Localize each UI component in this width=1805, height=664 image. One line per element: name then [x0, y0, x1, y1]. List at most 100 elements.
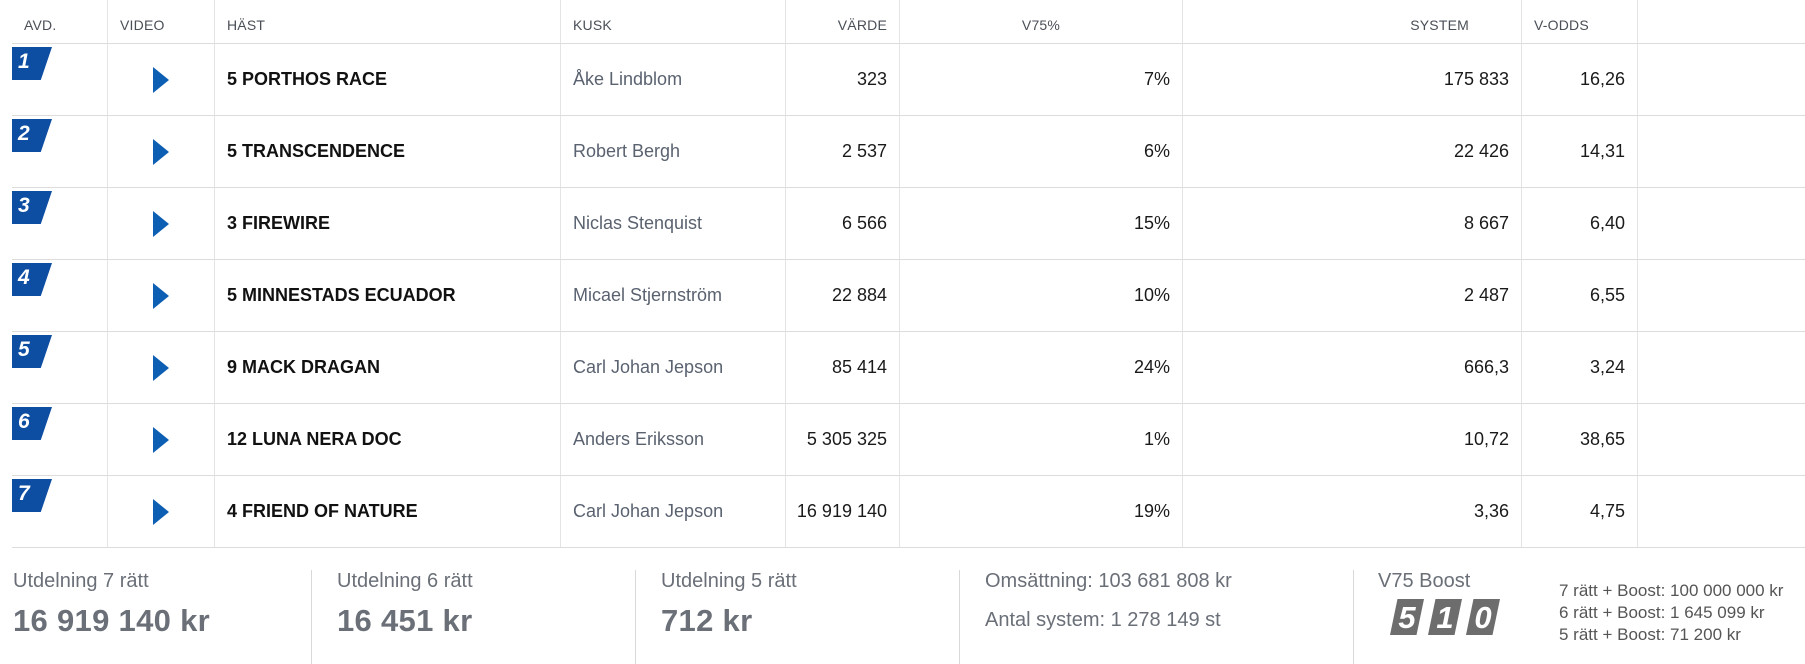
payout-5-value: 712 kr — [661, 603, 753, 638]
play-icon[interactable] — [153, 138, 169, 165]
video-cell — [108, 116, 215, 187]
header-varde[interactable]: VÄRDE — [786, 0, 900, 43]
driver-name[interactable]: Anders Eriksson — [561, 404, 786, 475]
avd-cell: 5 — [12, 332, 108, 403]
video-cell — [108, 260, 215, 331]
header-kusk[interactable]: KUSK — [561, 0, 786, 43]
race-number: 3 — [18, 194, 30, 217]
vodds-value: 16,26 — [1522, 44, 1638, 115]
race-number: 1 — [18, 50, 30, 73]
race-number: 7 — [18, 482, 30, 505]
horse-name[interactable]: 5 TRANSCENDENCE — [215, 116, 561, 187]
payout-6-value: 16 451 kr — [337, 603, 473, 638]
avd-cell: 3 — [12, 188, 108, 259]
race-number-badge: 1 — [12, 47, 52, 80]
payout-6-ratt: Utdelning 6 rätt 16 451 kr — [337, 570, 636, 664]
race-number-badge: 5 — [12, 335, 52, 368]
row-spacer — [1638, 404, 1805, 475]
play-icon[interactable] — [153, 282, 169, 309]
race-number-badge: 3 — [12, 191, 52, 224]
video-cell — [108, 44, 215, 115]
avd-cell: 2 — [12, 116, 108, 187]
system-value: 2 487 — [1183, 260, 1522, 331]
payout-7-value: 16 919 140 kr — [13, 603, 210, 638]
race-number: 5 — [18, 338, 30, 361]
row-spacer — [1638, 188, 1805, 259]
table-row: 7 4 FRIEND OF NATURE Carl Johan Jepson 1… — [12, 476, 1805, 548]
race-number: 4 — [18, 266, 30, 289]
horse-name[interactable]: 12 LUNA NERA DOC — [215, 404, 561, 475]
driver-name[interactable]: Carl Johan Jepson — [561, 476, 786, 547]
driver-name[interactable]: Åke Lindblom — [561, 44, 786, 115]
v75-percent: 24% — [900, 332, 1183, 403]
driver-name[interactable]: Robert Bergh — [561, 116, 786, 187]
varde-value: 16 919 140 — [786, 476, 900, 547]
play-icon[interactable] — [153, 498, 169, 525]
driver-name[interactable]: Niclas Stenquist — [561, 188, 786, 259]
system-value: 22 426 — [1183, 116, 1522, 187]
header-spacer — [1638, 0, 1805, 43]
table-row: 4 5 MINNESTADS ECUADOR Micael Stjernströ… — [12, 260, 1805, 332]
video-cell — [108, 404, 215, 475]
system-value: 666,3 — [1183, 332, 1522, 403]
varde-value: 323 — [786, 44, 900, 115]
header-v75[interactable]: V75% — [900, 0, 1183, 43]
avd-cell: 1 — [12, 44, 108, 115]
avd-cell: 4 — [12, 260, 108, 331]
avd-cell: 7 — [12, 476, 108, 547]
table-row: 2 5 TRANSCENDENCE Robert Bergh 2 537 6% … — [12, 116, 1805, 188]
play-icon[interactable] — [153, 426, 169, 453]
v75-percent: 7% — [900, 44, 1183, 115]
horse-name[interactable]: 4 FRIEND OF NATURE — [215, 476, 561, 547]
payout-summary: Utdelning 7 rätt 16 919 140 kr Utdelning… — [0, 548, 1805, 664]
varde-value: 85 414 — [786, 332, 900, 403]
boost-line-7: 7 rätt + Boost: 100 000 000 kr — [1559, 581, 1784, 600]
v75-percent: 19% — [900, 476, 1183, 547]
payout-7-ratt: Utdelning 7 rätt 16 919 140 kr — [13, 570, 312, 664]
table-row: 6 12 LUNA NERA DOC Anders Eriksson 5 305… — [12, 404, 1805, 476]
table-row: 1 5 PORTHOS RACE Åke Lindblom 323 7% 175… — [12, 44, 1805, 116]
vodds-value: 3,24 — [1522, 332, 1638, 403]
race-number: 6 — [18, 410, 30, 433]
horse-name[interactable]: 3 FIREWIRE — [215, 188, 561, 259]
header-video[interactable]: VIDEO — [108, 0, 215, 43]
play-icon[interactable] — [153, 354, 169, 381]
vodds-value: 6,55 — [1522, 260, 1638, 331]
header-avd[interactable]: AVD. — [12, 0, 108, 43]
boost-title: V75 Boost — [1378, 570, 1471, 592]
varde-value: 22 884 — [786, 260, 900, 331]
play-icon[interactable] — [153, 210, 169, 237]
driver-name[interactable]: Micael Stjernström — [561, 260, 786, 331]
varde-value: 2 537 — [786, 116, 900, 187]
turnover-text: Omsättning: 103 681 808 kr — [985, 570, 1232, 592]
boost-line-5: 5 rätt + Boost: 71 200 kr — [1559, 625, 1741, 644]
varde-value: 6 566 — [786, 188, 900, 259]
results-table: AVD. VIDEO HÄST KUSK VÄRDE V75% SYSTEM V… — [12, 0, 1805, 548]
system-value: 10,72 — [1183, 404, 1522, 475]
row-spacer — [1638, 260, 1805, 331]
race-number-badge: 6 — [12, 407, 52, 440]
payout-5-ratt: Utdelning 5 rätt 712 kr — [661, 570, 960, 664]
payout-7-label: Utdelning 7 rätt — [13, 570, 149, 592]
video-cell — [108, 476, 215, 547]
header-hast[interactable]: HÄST — [215, 0, 561, 43]
table-row: 3 3 FIREWIRE Niclas Stenquist 6 566 15% … — [12, 188, 1805, 260]
avd-cell: 6 — [12, 404, 108, 475]
boost-number: 5 1 0 — [1390, 599, 1548, 635]
v75-percent: 6% — [900, 116, 1183, 187]
table-header: AVD. VIDEO HÄST KUSK VÄRDE V75% SYSTEM V… — [12, 0, 1805, 44]
vodds-value: 14,31 — [1522, 116, 1638, 187]
horse-name[interactable]: 5 MINNESTADS ECUADOR — [215, 260, 561, 331]
header-system[interactable]: SYSTEM — [1183, 0, 1522, 43]
driver-name[interactable]: Carl Johan Jepson — [561, 332, 786, 403]
v75-percent: 10% — [900, 260, 1183, 331]
horse-name[interactable]: 9 MACK DRAGAN — [215, 332, 561, 403]
header-vodds[interactable]: V-ODDS — [1522, 0, 1638, 43]
boost-digit: 0 — [1466, 599, 1500, 635]
varde-value: 5 305 325 — [786, 404, 900, 475]
horse-name[interactable]: 5 PORTHOS RACE — [215, 44, 561, 115]
system-count-text: Antal system: 1 278 149 st — [985, 609, 1221, 631]
play-icon[interactable] — [153, 66, 169, 93]
race-number-badge: 4 — [12, 263, 52, 296]
table-row: 5 9 MACK DRAGAN Carl Johan Jepson 85 414… — [12, 332, 1805, 404]
